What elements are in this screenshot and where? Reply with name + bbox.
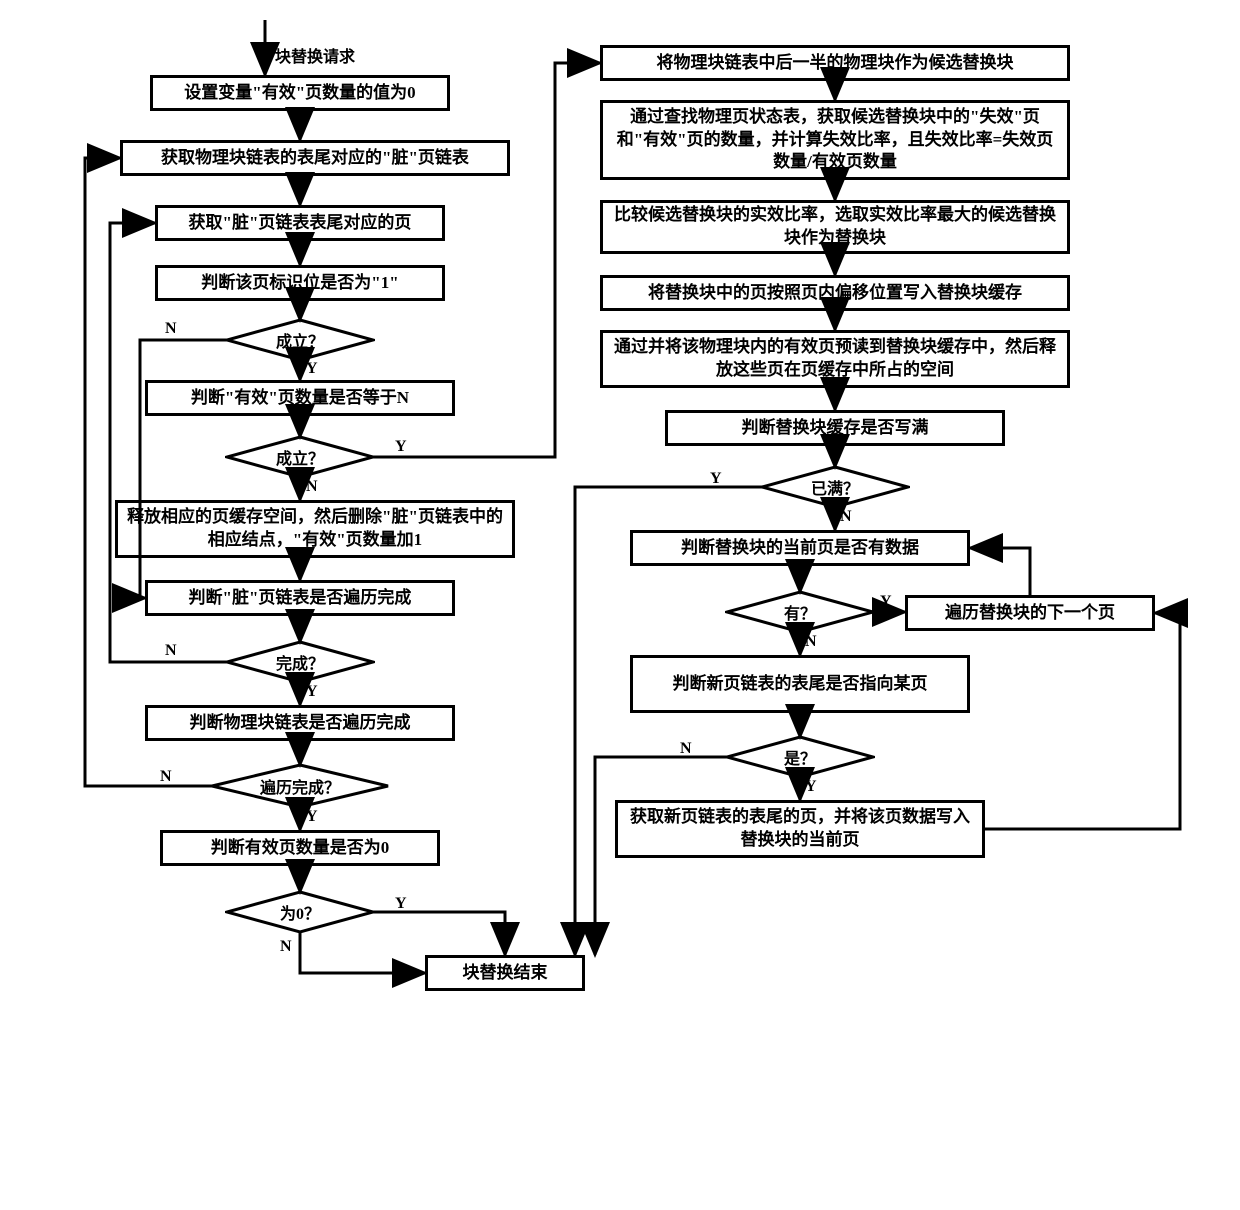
node-r6: 判断替换块缓存是否写满 — [665, 410, 1005, 446]
node-r7: 判断替换块的当前页是否有数据 — [630, 530, 970, 566]
node-r10: 获取新页链表的表尾的页，并将该页数据写入替换块的当前页 — [615, 800, 985, 858]
node-r3: 比较候选替换块的实效比率，选取实效比率最大的候选替换块作为替换块 — [600, 200, 1070, 254]
node-l3: 获取"脏"页链表表尾对应的页 — [155, 205, 445, 241]
node-l8: 判断物理块链表是否遍历完成 — [145, 705, 455, 741]
node-r9: 判断新页链表的表尾是否指向某页 — [630, 655, 970, 713]
lbl-d5-n: N — [280, 938, 292, 956]
node-l7: 判断"脏"页链表是否遍历完成 — [145, 580, 455, 616]
node-r4: 将替换块中的页按照页内偏移位置写入替换块缓存 — [600, 275, 1070, 311]
lbl-d4-y: Y — [306, 808, 318, 826]
lbl-d1-n: N — [165, 320, 177, 338]
diamond-d4: 遍历完成？ — [210, 763, 390, 809]
node-l2: 获取物理块链表的表尾对应的"脏"页链表 — [120, 140, 510, 176]
node-r2: 通过查找物理页状态表，获取候选替换块中的"失效"页和"有效"页的数量，并计算失效… — [600, 100, 1070, 180]
diamond-dr2: 有？ — [725, 590, 875, 634]
node-r1: 将物理块链表中后一半的物理块作为候选替换块 — [600, 45, 1070, 81]
lbl-dr1-n: N — [840, 508, 852, 526]
lbl-d4-n: N — [160, 768, 172, 786]
node-l4: 判断该页标识位是否为"1" — [155, 265, 445, 301]
lbl-d3-n: N — [165, 642, 177, 660]
node-l1: 设置变量"有效"页数量的值为0 — [150, 75, 450, 111]
diamond-d3: 完成？ — [225, 640, 375, 684]
lbl-dr1-y: Y — [710, 470, 722, 488]
lbl-d1-y: Y — [306, 360, 318, 378]
node-l9: 判断有效页数量是否为0 — [160, 830, 440, 866]
diamond-d5: 为0？ — [225, 890, 375, 934]
lbl-dr3-n: N — [680, 740, 692, 758]
lbl-dr3-y: Y — [805, 778, 817, 796]
diamond-dr1: 已满？ — [760, 465, 910, 509]
lbl-d2-n: N — [306, 478, 318, 496]
node-end: 块替换结束 — [425, 955, 585, 991]
lbl-dr2-n: N — [805, 633, 817, 651]
lbl-d5-y: Y — [395, 895, 407, 913]
start-label: 块替换请求 — [275, 43, 355, 67]
lbl-d3-y: Y — [306, 683, 318, 701]
node-l6: 释放相应的页缓存空间，然后删除"脏"页链表中的相应结点，"有效"页数量加1 — [115, 500, 515, 558]
lbl-d2-y: Y — [395, 438, 407, 456]
diamond-d1: 成立？ — [225, 318, 375, 362]
node-l5: 判断"有效"页数量是否等于N — [145, 380, 455, 416]
diamond-d2: 成立？ — [225, 435, 375, 479]
diamond-dr3: 是？ — [725, 735, 875, 779]
node-r5: 通过并将该物理块内的有效页预读到替换块缓存中，然后释放这些页在页缓存中所占的空间 — [600, 330, 1070, 388]
node-r8: 遍历替换块的下一个页 — [905, 595, 1155, 631]
lbl-dr2-y: Y — [880, 593, 892, 611]
